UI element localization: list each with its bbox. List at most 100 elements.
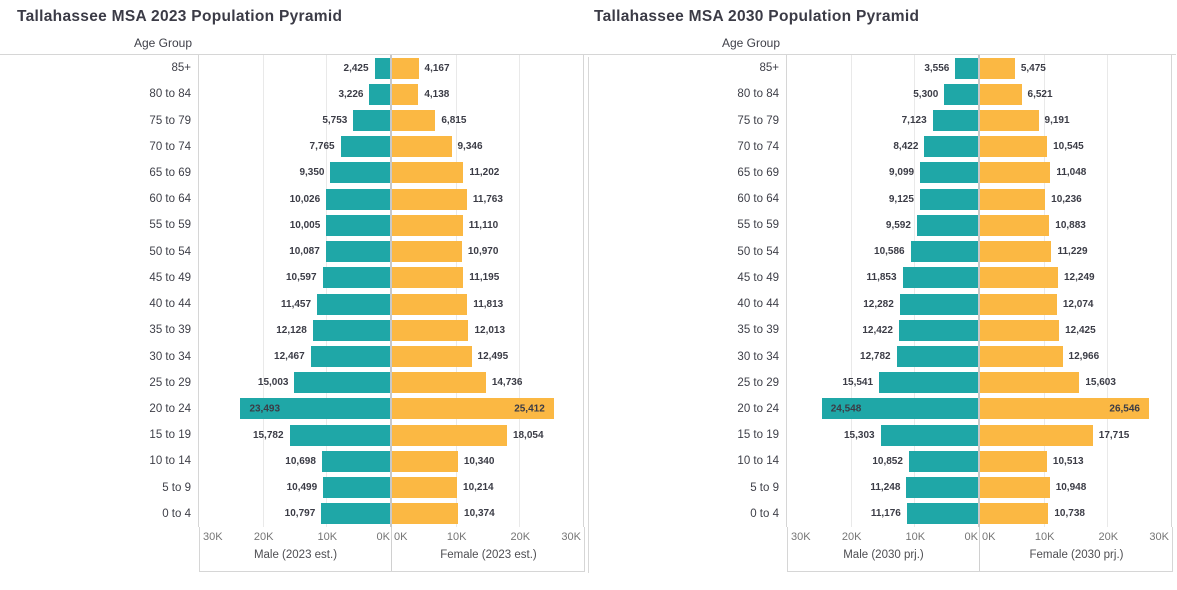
- male-bar-80-to-84[interactable]: [944, 83, 978, 105]
- female-bar-15-to-19[interactable]: [980, 424, 1093, 446]
- female-bar-85+[interactable]: [980, 57, 1015, 79]
- male-bar-50-to-54[interactable]: [910, 241, 978, 263]
- gridline: [1107, 55, 1109, 527]
- female-bar-30-to-34[interactable]: [392, 346, 472, 368]
- male-bar-45-to-49[interactable]: [322, 267, 390, 289]
- male-axis-ticks: 30K 20K 10K 0K: [200, 527, 391, 547]
- male-bar-5-to-9[interactable]: [906, 477, 978, 499]
- female-bar-row: 10,738: [980, 501, 1171, 527]
- male-bar-15-to-19[interactable]: [289, 424, 390, 446]
- female-bar-80-to-84[interactable]: [980, 83, 1022, 105]
- female-bar-30-to-34[interactable]: [980, 346, 1063, 368]
- value-label: 10,026: [289, 193, 321, 205]
- female-bar-70-to-74[interactable]: [392, 136, 452, 158]
- value-label: 11,195: [469, 272, 500, 284]
- male-bar-70-to-74[interactable]: [340, 136, 390, 158]
- value-label: 12,467: [274, 351, 305, 363]
- female-bar-row: 11,195: [392, 265, 583, 291]
- male-bar-5-to-9[interactable]: [323, 477, 390, 499]
- female-bar-75-to-79[interactable]: [392, 110, 436, 132]
- male-bar-60-to-64[interactable]: [326, 188, 390, 210]
- male-bar-25-to-29[interactable]: [879, 372, 978, 394]
- value-label: 10,340: [463, 455, 495, 467]
- male-bar-65-to-69[interactable]: [330, 162, 390, 184]
- plot-area: 85+ 80 to 84 75 to 79 70 to 74 65 to 69 60 to…: [0, 54, 588, 527]
- male-bar-10-to-14[interactable]: [908, 450, 978, 472]
- female-bar-35-to-39[interactable]: [980, 319, 1060, 341]
- value-label: 12,495: [477, 351, 509, 363]
- male-bar-55-to-59[interactable]: [916, 214, 978, 236]
- female-bar-60-to-64[interactable]: [392, 188, 467, 210]
- male-bar-row: 7,765: [199, 134, 390, 160]
- x-tick-0k: 0K: [376, 531, 390, 543]
- age-group-label: 70 to 74: [737, 140, 779, 153]
- female-bar-20-to-24[interactable]: 26,546: [980, 398, 1149, 420]
- female-bar-5-to-9[interactable]: [980, 477, 1050, 499]
- male-bar-20-to-24[interactable]: 23,493: [240, 398, 390, 420]
- male-bar-55-to-59[interactable]: [326, 214, 390, 236]
- x-axis-ticks: 30K 20K 10K 0K 30K 20K 10K 0K: [788, 527, 1172, 547]
- female-bar-5-to-9[interactable]: [392, 477, 458, 499]
- male-bar-row: 12,422: [787, 317, 978, 343]
- female-bar-40-to-44[interactable]: [980, 293, 1057, 315]
- female-bar-20-to-24[interactable]: 25,412: [392, 398, 554, 420]
- male-bar-row: 10,005: [199, 212, 390, 238]
- age-group-label: 70 to 74: [149, 140, 191, 153]
- female-bar-25-to-29[interactable]: [980, 372, 1080, 394]
- female-bar-60-to-64[interactable]: [980, 188, 1046, 210]
- female-bar-row: 14,736: [392, 370, 583, 396]
- male-bar-80-to-84[interactable]: [369, 83, 390, 105]
- male-bar-85+[interactable]: [955, 57, 978, 79]
- female-bar-0-to-4[interactable]: [980, 503, 1049, 525]
- value-label: 12,425: [1065, 324, 1096, 336]
- male-bar-15-to-19[interactable]: [880, 424, 978, 446]
- female-bar-65-to-69[interactable]: [980, 162, 1051, 184]
- male-bar-35-to-39[interactable]: [898, 319, 978, 341]
- male-bar-0-to-4[interactable]: [906, 503, 978, 525]
- female-bar-55-to-59[interactable]: [980, 214, 1050, 236]
- female-bar-65-to-69[interactable]: [392, 162, 464, 184]
- male-bar-70-to-74[interactable]: [924, 136, 978, 158]
- male-bar-0-to-4[interactable]: [321, 503, 390, 525]
- female-bar-45-to-49[interactable]: [980, 267, 1058, 289]
- male-bar-30-to-34[interactable]: [310, 346, 390, 368]
- male-bar-row: 5,300: [787, 81, 978, 107]
- female-bar-10-to-14[interactable]: [980, 450, 1047, 472]
- male-bar-row: 10,026: [199, 186, 390, 212]
- male-bar-50-to-54[interactable]: [325, 241, 390, 263]
- male-bar-25-to-29[interactable]: [294, 372, 390, 394]
- female-bar-15-to-19[interactable]: [392, 424, 507, 446]
- x-tick-20k: 20K: [1098, 531, 1119, 543]
- female-bar-35-to-39[interactable]: [392, 319, 469, 341]
- value-label: 12,966: [1068, 351, 1100, 363]
- female-bar-85+[interactable]: [392, 57, 419, 79]
- male-bar-45-to-49[interactable]: [902, 267, 978, 289]
- female-bar-45-to-49[interactable]: [392, 267, 464, 289]
- male-bar-75-to-79[interactable]: [932, 110, 978, 132]
- x-tick-10k: 10K: [905, 531, 926, 543]
- male-bar-20-to-24[interactable]: 24,548: [821, 398, 978, 420]
- male-bar-40-to-44[interactable]: [899, 293, 978, 315]
- female-bar-40-to-44[interactable]: [392, 293, 468, 315]
- female-bar-row: 10,948: [980, 475, 1171, 501]
- male-bar-10-to-14[interactable]: [321, 450, 390, 472]
- male-bar-75-to-79[interactable]: [353, 110, 390, 132]
- male-bar-30-to-34[interactable]: [896, 346, 978, 368]
- female-bar-55-to-59[interactable]: [392, 214, 463, 236]
- female-bar-70-to-74[interactable]: [980, 136, 1048, 158]
- female-bar-80-to-84[interactable]: [392, 83, 419, 105]
- male-bar-35-to-39[interactable]: [312, 319, 390, 341]
- male-bar-60-to-64[interactable]: [919, 188, 978, 210]
- gridline: [326, 55, 328, 527]
- female-bar-50-to-54[interactable]: [392, 241, 462, 263]
- female-bar-10-to-14[interactable]: [392, 450, 458, 472]
- female-bar-75-to-79[interactable]: [980, 110, 1039, 132]
- female-bar-0-to-4[interactable]: [392, 503, 459, 525]
- male-bar-65-to-69[interactable]: [920, 162, 978, 184]
- female-bar-row: 12,966: [980, 343, 1171, 369]
- female-bar-25-to-29[interactable]: [392, 372, 486, 394]
- male-bar-85+[interactable]: [374, 57, 390, 79]
- female-bar-50-to-54[interactable]: [980, 241, 1052, 263]
- value-label: 11,813: [473, 298, 504, 310]
- male-bar-40-to-44[interactable]: [317, 293, 390, 315]
